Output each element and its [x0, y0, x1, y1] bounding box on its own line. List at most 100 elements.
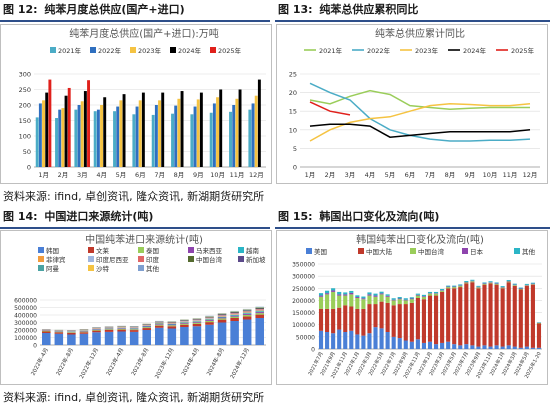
bar-segment — [242, 310, 252, 311]
bar-segment — [488, 283, 493, 347]
bar-segment — [343, 292, 348, 295]
bar — [174, 105, 178, 167]
bar — [93, 111, 97, 167]
bar-segment — [155, 323, 164, 325]
legend-label: 2021年 — [319, 46, 343, 55]
series-line — [309, 101, 351, 116]
bar-segment — [117, 329, 126, 332]
bar-segment — [397, 298, 402, 300]
figure-14-header: 图 14: 中国进口来源统计(吨) — [0, 207, 270, 229]
y-tick-label: 0 — [293, 164, 297, 172]
bar-segment — [440, 291, 445, 343]
bar-segment — [79, 331, 89, 333]
legend-swatch — [410, 248, 416, 254]
bar — [87, 80, 91, 167]
y-tick-label: 100000 — [292, 322, 315, 329]
legend-label: 中国台湾 — [418, 247, 445, 256]
legend-label: 马来西亚 — [196, 247, 223, 255]
bar-segment — [397, 338, 402, 349]
bar-segment — [167, 323, 177, 325]
bar-segment — [403, 298, 408, 300]
bar-segment — [167, 326, 177, 329]
bar-segment — [367, 294, 372, 296]
figure-14-title: 中国进口来源统计(吨) — [44, 210, 154, 223]
bar-segment — [180, 322, 189, 323]
y-tick-label: 50000 — [296, 334, 315, 341]
bar-segment — [415, 339, 420, 349]
bar-segment — [476, 346, 481, 349]
bar — [74, 109, 78, 167]
bar-segment — [242, 319, 252, 345]
bar-segment — [318, 293, 324, 296]
bar-segment — [343, 294, 348, 296]
bar-segment — [54, 331, 64, 333]
y-tick-label: 150000 — [292, 310, 315, 317]
chart-frame — [276, 24, 548, 184]
bar-segment — [155, 324, 164, 326]
legend-label: 2023年 — [138, 46, 162, 55]
legend-swatch — [88, 256, 94, 262]
bar-segment — [349, 292, 354, 295]
bar-segment — [355, 297, 360, 298]
bar — [135, 106, 139, 167]
bar-segment — [421, 296, 427, 297]
x-tick-label: 10月 — [210, 171, 225, 179]
bar-segment — [104, 329, 114, 330]
legend-label: 泰国 — [146, 246, 159, 255]
bar-segment — [518, 287, 523, 289]
bar-segment — [452, 285, 457, 287]
bar-segment — [470, 345, 475, 349]
bar-segment — [458, 287, 463, 346]
legend-swatch — [88, 265, 94, 271]
bar-segment — [506, 280, 511, 281]
y-tick-label: 200 — [19, 102, 31, 110]
bar — [193, 106, 197, 167]
bar-segment — [230, 315, 239, 317]
bar-segment — [104, 328, 114, 330]
x-tick-label: 4月 — [96, 171, 107, 179]
bar-segment — [92, 332, 101, 345]
bar-segment — [255, 310, 264, 312]
bar-segment — [355, 334, 360, 349]
chart-title: 韩国纯苯出口变化及流向(吨) — [356, 233, 484, 246]
bar-segment — [385, 332, 390, 349]
bar-segment — [409, 341, 414, 349]
bar — [67, 87, 71, 167]
x-tick-label: 6月 — [405, 171, 416, 179]
bar-segment — [421, 299, 427, 343]
bar-segment — [337, 329, 342, 349]
bar-segment — [155, 325, 164, 328]
bar-segment — [536, 347, 542, 349]
x-tick-label: 6月 — [135, 171, 146, 179]
bar-segment — [180, 323, 189, 325]
bar-segment — [409, 297, 414, 299]
bar-segment — [403, 300, 408, 305]
x-tick-label: 9月 — [193, 171, 204, 179]
x-tick-label: 12月 — [523, 171, 538, 179]
bar-segment — [325, 308, 330, 332]
legend-swatch — [138, 256, 144, 262]
bar-segment — [458, 345, 463, 349]
bar — [190, 114, 194, 167]
bar-segment — [230, 316, 239, 318]
bar-segment — [255, 318, 264, 345]
bar — [80, 101, 84, 167]
bar-segment — [142, 325, 151, 327]
legend-swatch — [188, 256, 194, 262]
legend-swatch — [462, 248, 468, 254]
y-tick-label: 0 — [311, 347, 315, 354]
bar-segment — [343, 295, 348, 306]
bar-segment — [385, 296, 390, 303]
bar-segment — [337, 294, 342, 296]
figure-12-header: 图 12: 纯苯月度总供应(国产+进口) — [0, 0, 270, 22]
y-tick-label: 150 — [19, 117, 31, 125]
bar-segment — [379, 293, 384, 295]
bar-segment — [494, 345, 499, 349]
bar-segment — [512, 285, 517, 286]
bar-segment — [167, 328, 177, 345]
bar-segment — [242, 310, 252, 312]
bar-segment — [464, 344, 469, 349]
legend-swatch — [306, 248, 312, 254]
x-tick-label: 2月 — [325, 171, 336, 179]
